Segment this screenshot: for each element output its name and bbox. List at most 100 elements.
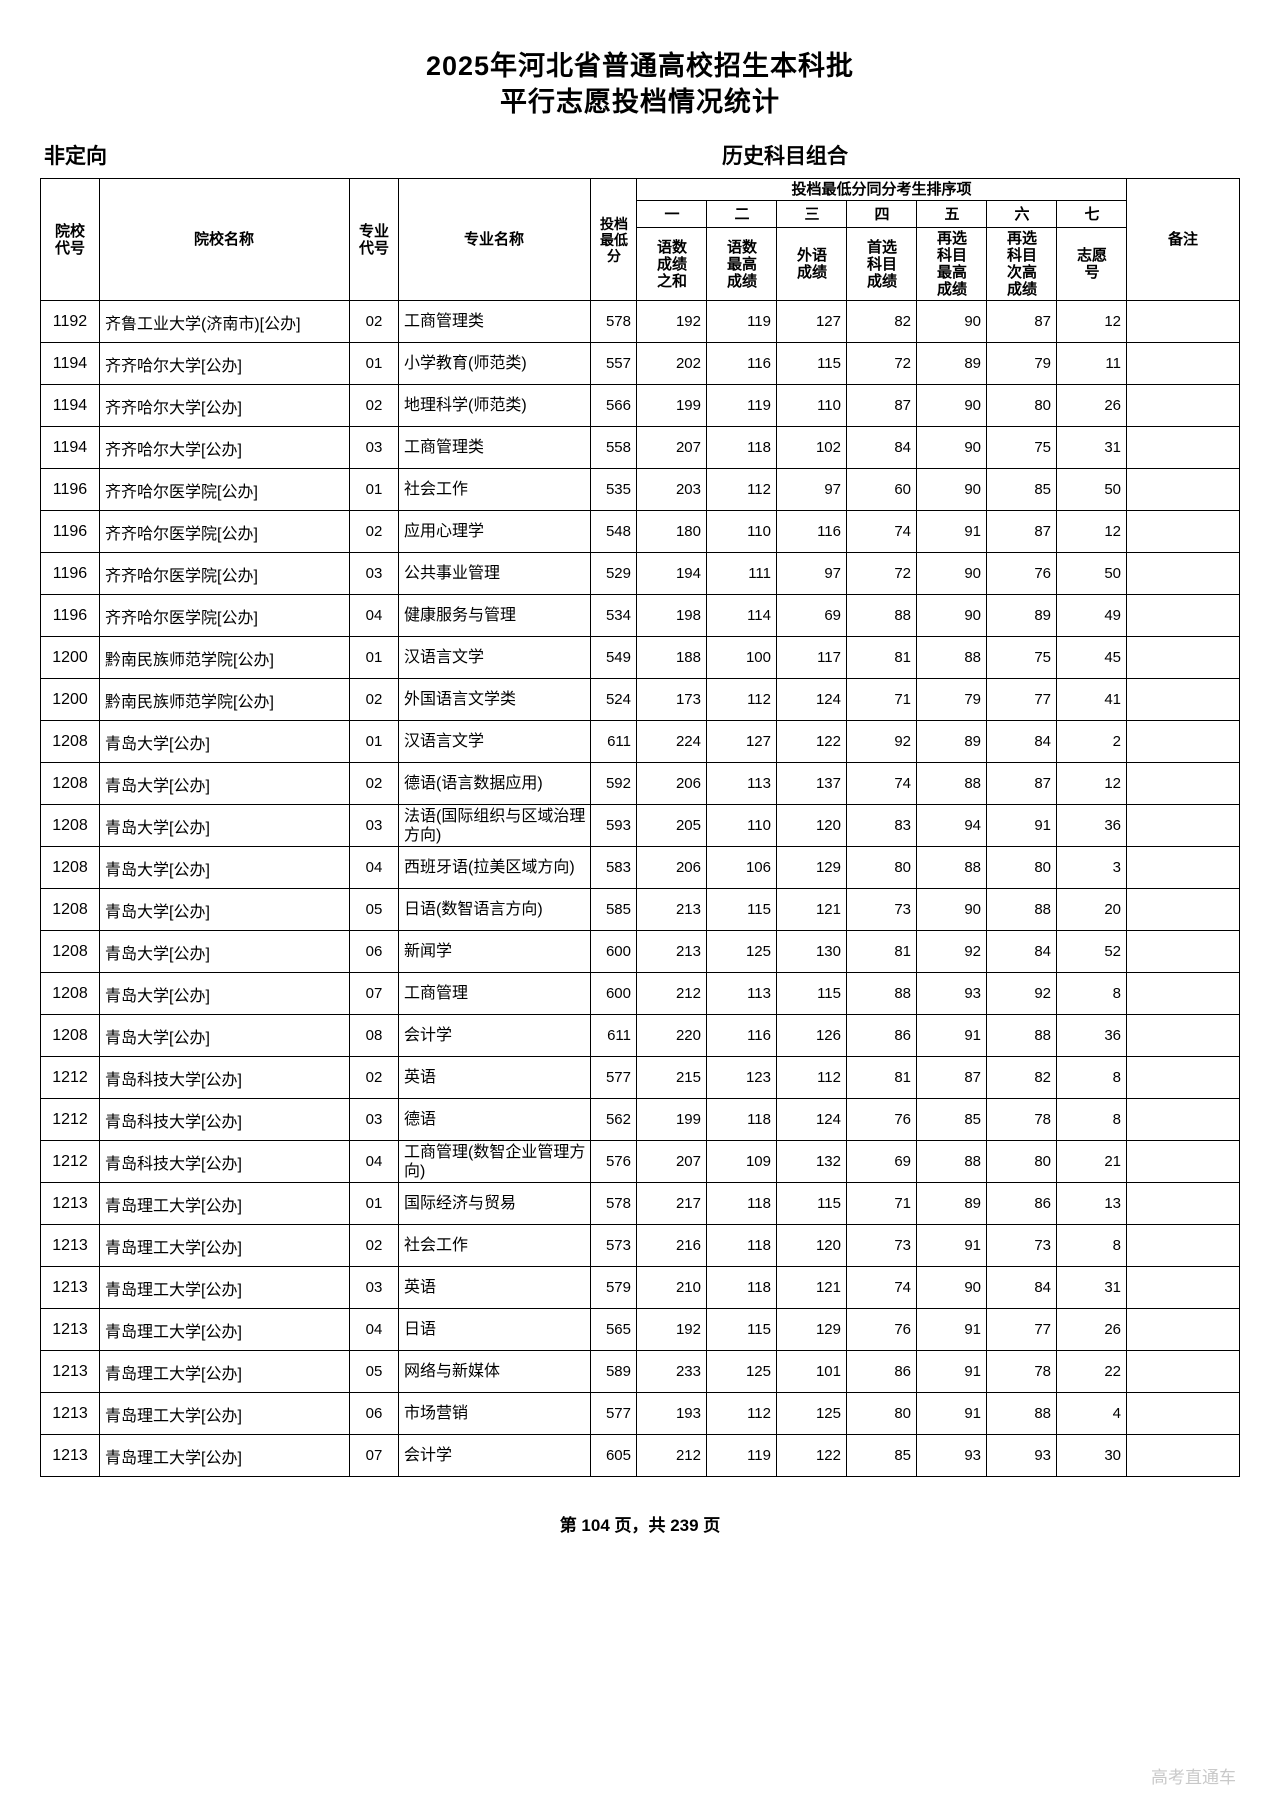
table-row: 1208 青岛大学[公办] 08 会计学 611 220 116 126 86 91 88 36 [40,1014,1240,1057]
cell-school-name: 青岛科技大学[公办] [99,1056,350,1099]
cell-major-code: 04 [349,1140,399,1183]
cell-reselect-second: 88 [986,1392,1057,1435]
cell-school-code: 1196 [40,468,100,511]
cell-first-choice-subject: 71 [846,1182,917,1225]
cell-first-choice-subject: 74 [846,762,917,805]
th-tie-break-group: 投档最低分同分考生排序项 [636,178,1127,201]
th-min-score-l1: 投档 [600,215,628,232]
cell-foreign-language: 120 [776,804,847,847]
cell-major-code: 03 [349,1098,399,1141]
th-foreign-language-l1: 外语 [796,247,827,264]
cell-school-code: 1194 [40,342,100,385]
cell-remark [1126,1308,1240,1351]
cell-school-code: 1200 [40,636,100,679]
cell-major-name: 应用心理学 [398,510,591,553]
cell-major-code: 07 [349,972,399,1015]
cell-foreign-language: 115 [776,342,847,385]
table-row: 1208 青岛大学[公办] 05 日语(数智语言方向) 585 213 115 121 73 90… [40,888,1240,931]
cell-first-choice-subject: 76 [846,1308,917,1351]
subject-group-label: 历史科目组合 [722,145,848,168]
cell-school-code: 1200 [40,678,100,721]
cell-min-score: 585 [590,888,637,931]
cell-sum-chinese-math: 233 [636,1350,707,1393]
cell-sum-chinese-math: 212 [636,1434,707,1477]
cell-major-name: 公共事业管理 [398,552,591,595]
th-first-choice-subject-l2: 科目 [866,255,897,273]
cell-reselect-second: 87 [986,762,1057,805]
th-sum-chinese-math-l2: 成绩 [656,255,687,273]
th-foreign-language-l2: 成绩 [796,264,827,281]
cell-reselect-second: 77 [986,678,1057,721]
cell-max-chinese-math: 116 [706,1014,777,1057]
cell-remark [1126,1182,1240,1225]
cell-sum-chinese-math: 193 [636,1392,707,1435]
cell-major-name: 工商管理类 [398,300,591,343]
cell-wish-number: 8 [1056,1224,1127,1267]
cell-reselect-second: 91 [986,804,1057,847]
cell-min-score: 592 [590,762,637,805]
table-row: 1192 齐鲁工业大学(济南市)[公办] 02 工商管理类 578 192 119 127 82… [40,300,1240,343]
cell-min-score: 566 [590,384,637,427]
cell-school-code: 1213 [40,1266,100,1309]
cell-remark [1126,1434,1240,1477]
cell-major-name: 工商管理 [398,972,591,1015]
cell-major-name: 德语(语言数据应用) [398,762,591,805]
cell-remark [1126,594,1240,637]
th-wish-number-l2: 号 [1084,264,1100,281]
cell-foreign-language: 126 [776,1014,847,1057]
cell-foreign-language: 124 [776,678,847,721]
cell-first-choice-subject: 88 [846,594,917,637]
cell-min-score: 593 [590,804,637,847]
cell-wish-number: 4 [1056,1392,1127,1435]
th-max-chinese-math-l1: 语数 [726,238,757,256]
cell-foreign-language: 127 [776,300,847,343]
cell-reselect-second: 88 [986,1014,1057,1057]
cell-first-choice-subject: 72 [846,552,917,595]
th-reselect-second-l4: 成绩 [1006,281,1037,298]
cell-major-code: 04 [349,846,399,889]
cell-reselect-max: 92 [916,930,987,973]
cell-major-code: 04 [349,594,399,637]
cell-school-name: 青岛科技大学[公办] [99,1140,350,1183]
cell-major-code: 06 [349,930,399,973]
cell-wish-number: 11 [1056,342,1127,385]
cell-foreign-language: 122 [776,1434,847,1477]
cell-min-score: 605 [590,1434,637,1477]
cell-max-chinese-math: 100 [706,636,777,679]
cell-school-code: 1208 [40,804,100,847]
th-reselect-second-l3: 次高 [1006,264,1037,281]
cell-wish-number: 21 [1056,1140,1127,1183]
cell-max-chinese-math: 110 [706,510,777,553]
cell-first-choice-subject: 69 [846,1140,917,1183]
cell-remark [1126,804,1240,847]
table-row: 1212 青岛科技大学[公办] 04 工商管理(数智企业管理方向) 576 207 109 1… [40,1140,1240,1183]
cell-sum-chinese-math: 212 [636,972,707,1015]
cell-sum-chinese-math: 173 [636,678,707,721]
table-row: 1213 青岛理工大学[公办] 07 会计学 605 212 119 122 85 93 93 30 [40,1434,1240,1477]
cell-max-chinese-math: 115 [706,888,777,931]
cell-foreign-language: 115 [776,1182,847,1225]
cell-foreign-language: 110 [776,384,847,427]
cell-min-score: 579 [590,1266,637,1309]
cell-wish-number: 45 [1056,636,1127,679]
table-row: 1196 齐齐哈尔医学院[公办] 03 公共事业管理 529 194 111 97 72 90 76… [40,552,1240,595]
th-reselect-max-l2: 科目 [936,247,967,264]
cell-remark [1126,552,1240,595]
cell-min-score: 583 [590,846,637,889]
cell-sum-chinese-math: 220 [636,1014,707,1057]
cell-first-choice-subject: 86 [846,1350,917,1393]
cell-sum-chinese-math: 207 [636,1140,707,1183]
cell-max-chinese-math: 127 [706,720,777,763]
cell-major-code: 06 [349,1392,399,1435]
th-major-name: 专业名称 [398,178,591,301]
cell-min-score: 549 [590,636,637,679]
table-body: 1192 齐鲁工业大学(济南市)[公办] 02 工商管理类 578 192 119 127 82… [40,300,1240,1477]
cell-major-code: 01 [349,636,399,679]
cell-first-choice-subject: 87 [846,384,917,427]
cell-major-name: 社会工作 [398,468,591,511]
cell-sum-chinese-math: 206 [636,762,707,805]
cell-max-chinese-math: 113 [706,972,777,1015]
cell-foreign-language: 122 [776,720,847,763]
cell-major-code: 05 [349,888,399,931]
cell-min-score: 529 [590,552,637,595]
